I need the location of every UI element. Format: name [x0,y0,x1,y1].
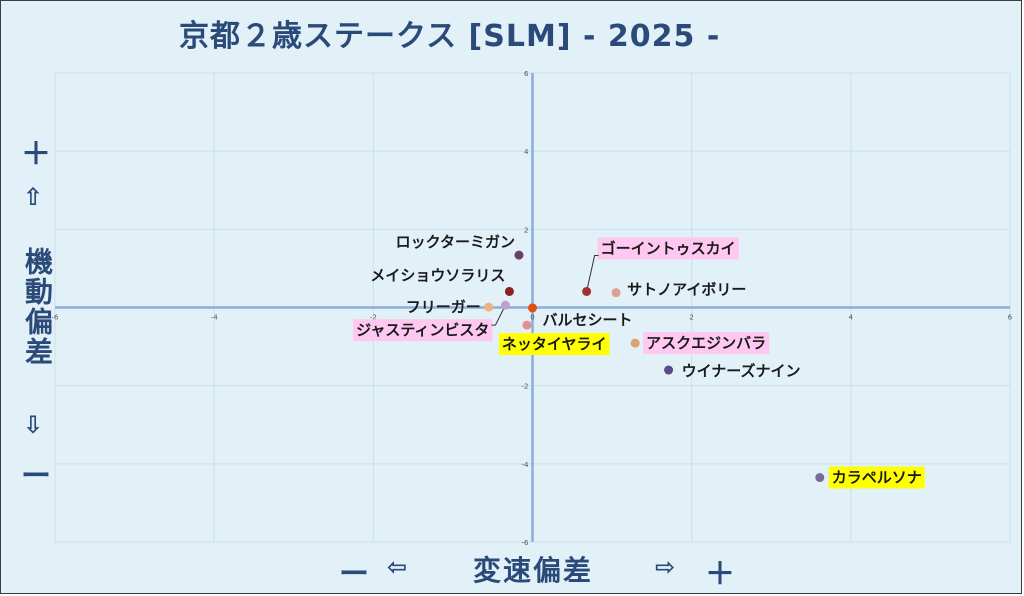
y-tick-label: -4 [522,461,530,469]
label-highlight [828,466,925,489]
x-minus-sign: ー [339,557,369,592]
chart-title: 京都２歳ステークス [SLM] - 2025 - [179,19,721,54]
data-point [664,365,674,375]
up-arrow-icon: ⇧ [23,183,44,211]
y-plus-sign: ＋ [21,137,51,172]
label-leader-line [586,254,599,292]
label-highlight [353,319,493,342]
x-tick-label: 4 [849,314,854,322]
y-tick-label: -2 [522,383,529,391]
y-minus-sign: ー [21,459,51,494]
label-highlight [643,332,770,355]
point-label: ウイナーズナイン [682,362,801,380]
down-arrow-icon: ⇩ [23,411,44,439]
point-label: アスクエジンバラ [646,334,766,352]
point-label: ジャスティンビスタ [356,321,489,339]
x-plus-sign: ＋ [705,557,735,592]
x-tick-label: 2 [689,314,693,322]
right-arrow-icon: ⇨ [655,553,676,581]
point-label: ゴーイントゥスカイ [601,239,736,257]
label-highlight [597,237,739,260]
data-point [500,300,510,310]
y-tick-label: 4 [524,148,529,156]
x-tick-label: 6 [1008,314,1013,322]
label-leader-line [491,304,506,326]
x-axis-label: 変速偏差 [473,554,594,587]
point-label: ロックターミガン [396,233,515,251]
y-axis-label: 機動偏差 [21,247,54,367]
y-tick-label: 2 [524,226,528,234]
left-arrow-icon: ⇦ [387,553,408,581]
point-label: バルセシート [543,311,633,329]
data-point [484,302,494,312]
data-point [815,473,825,483]
point-label: フリーガー [406,298,481,316]
point-label: カラペルソナ [832,469,922,487]
data-point [528,303,537,313]
data-point [522,320,532,330]
y-tick-label: -6 [522,539,530,547]
data-point [504,286,514,296]
point-label: メイショウソラリス [370,266,505,284]
y-tick-label: 6 [524,70,529,78]
x-tick-label: -6 [52,314,60,322]
data-point [582,286,592,296]
x-tick-label: 0 [530,314,534,322]
point-label: サトノアイボリー [627,281,746,299]
data-point [611,288,621,298]
data-point [630,338,640,348]
x-tick-label: -4 [211,314,219,322]
point-label: ネッタイヤライ [502,335,607,353]
data-point [514,250,524,260]
label-highlight [498,333,610,356]
x-tick-label: -2 [370,314,377,322]
